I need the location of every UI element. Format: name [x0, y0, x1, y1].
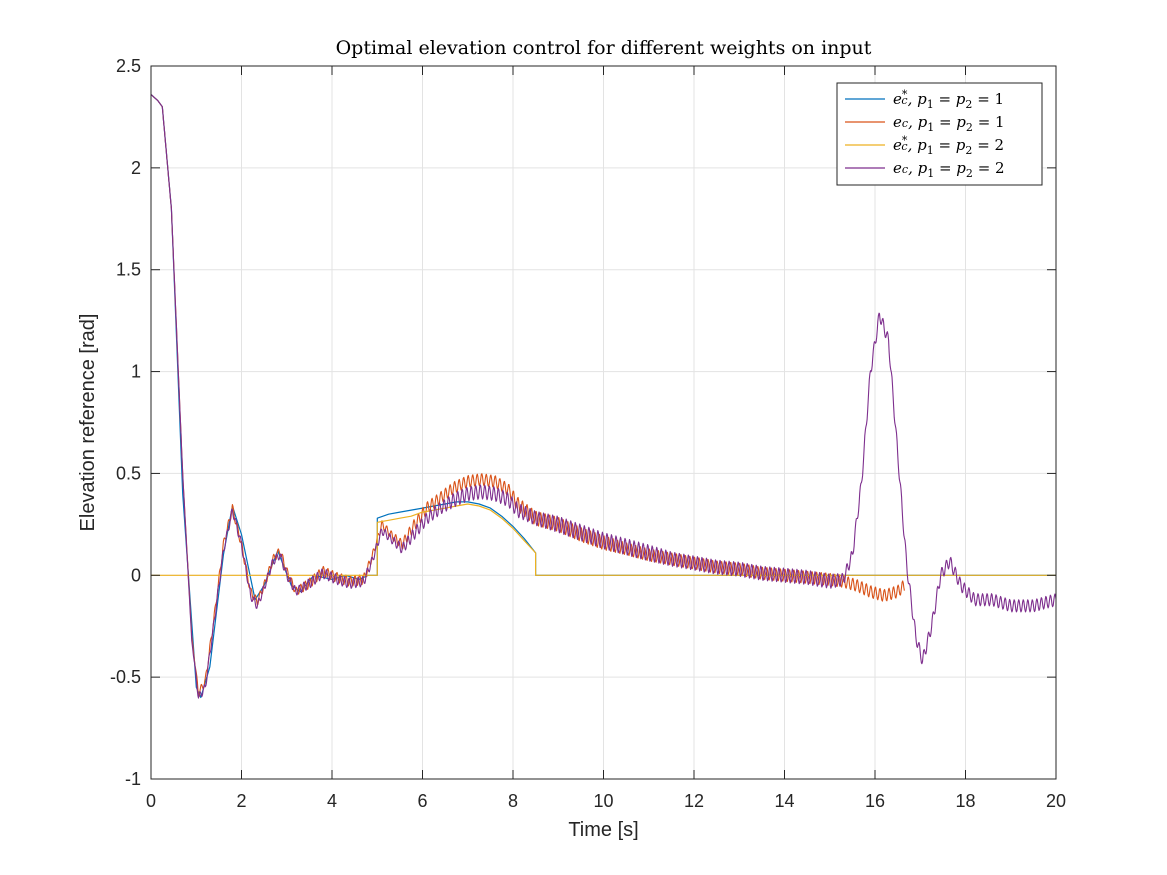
y-tick-label: 1.5 — [116, 260, 141, 280]
series-line-2 — [150, 94, 905, 698]
legend-entry-part: = p — [934, 90, 966, 108]
series-layer — [150, 94, 1057, 699]
legend-entry-part: = 2 — [972, 136, 1004, 154]
x-tick-label: 18 — [955, 791, 975, 811]
y-axis-label: Elevation reference [rad] — [77, 314, 99, 532]
legend-entry-part: c — [902, 163, 908, 176]
chart-title: Optimal elevation control for different … — [336, 37, 872, 59]
legend-entry-part: c — [901, 140, 907, 153]
x-tick-label: 20 — [1046, 791, 1066, 811]
legend-entry-part: , p — [908, 90, 928, 108]
tick-marks — [150, 65, 1057, 780]
x-tick-label: 6 — [417, 791, 427, 811]
y-tick-label: 1 — [131, 362, 141, 382]
legend: e*c, p1 = p2 = 1ec, p1 = p2 = 1e*c, p1 =… — [836, 82, 1043, 186]
y-tick-label: 0 — [131, 565, 141, 585]
x-tick-label: 8 — [508, 791, 518, 811]
x-tick-labels: 0 2 4 6 8 10 12 14 16 18 20 — [146, 791, 1066, 811]
legend-entry-part: = p — [934, 136, 966, 154]
legend-entry-part: * — [902, 134, 908, 147]
legend-entry-part: 2 — [965, 98, 972, 111]
y-tick-label: -1 — [125, 769, 141, 789]
legend-entry-part: 1 — [927, 121, 934, 134]
x-tick-label: 10 — [593, 791, 613, 811]
y-tick-label: 0.5 — [116, 463, 141, 483]
legend-entry-part: 2 — [966, 121, 973, 134]
legend-entry-part: e — [893, 113, 902, 131]
legend-entry-part: = p — [934, 159, 966, 177]
legend-entry-part: * — [902, 88, 908, 101]
y-tick-label: -0.5 — [110, 667, 141, 687]
y-tick-label: 2 — [131, 158, 141, 178]
legend-entry-part: , p — [908, 159, 928, 177]
legend-entry-part: = p — [934, 113, 966, 131]
legend-entry-part: c — [901, 94, 907, 107]
y-tick-labels: -1 -0.5 0 0.5 1 1.5 2 2.5 — [110, 56, 141, 789]
x-tick-label: 14 — [774, 791, 794, 811]
legend-entry-part: = 1 — [972, 90, 1004, 108]
legend-entry-part: e — [893, 136, 902, 154]
legend-entry-part: 1 — [927, 144, 934, 157]
x-tick-label: 0 — [146, 791, 156, 811]
x-tick-label: 12 — [684, 791, 704, 811]
legend-entry-part: e — [893, 90, 902, 108]
legend-entry-part: 2 — [966, 167, 973, 180]
legend-entry-part: c — [902, 117, 908, 130]
x-axis-label: Time [s] — [568, 819, 638, 841]
legend-entry-part: , p — [908, 136, 928, 154]
legend-entry-part: = 1 — [973, 113, 1005, 131]
legend-entry: ec, p1 = p2 = 2 — [893, 159, 1005, 180]
legend-entry: e*c, p1 = p2 = 2 — [893, 134, 1004, 157]
y-tick-label: 2.5 — [116, 56, 141, 76]
legend-entry-part: = 2 — [973, 159, 1005, 177]
legend-entry-part: 1 — [927, 98, 934, 111]
legend-entry-part: 1 — [927, 167, 934, 180]
legend-entry: ec, p1 = p2 = 1 — [893, 113, 1005, 134]
x-tick-label: 16 — [865, 791, 885, 811]
x-tick-label: 4 — [327, 791, 337, 811]
series-line-4 — [150, 94, 1057, 699]
legend-entry-part: , p — [908, 113, 928, 131]
x-tick-label: 2 — [236, 791, 246, 811]
legend-entry: e*c, p1 = p2 = 1 — [893, 88, 1004, 111]
legend-entry-part: 2 — [965, 144, 972, 157]
legend-entry-part: e — [893, 159, 902, 177]
